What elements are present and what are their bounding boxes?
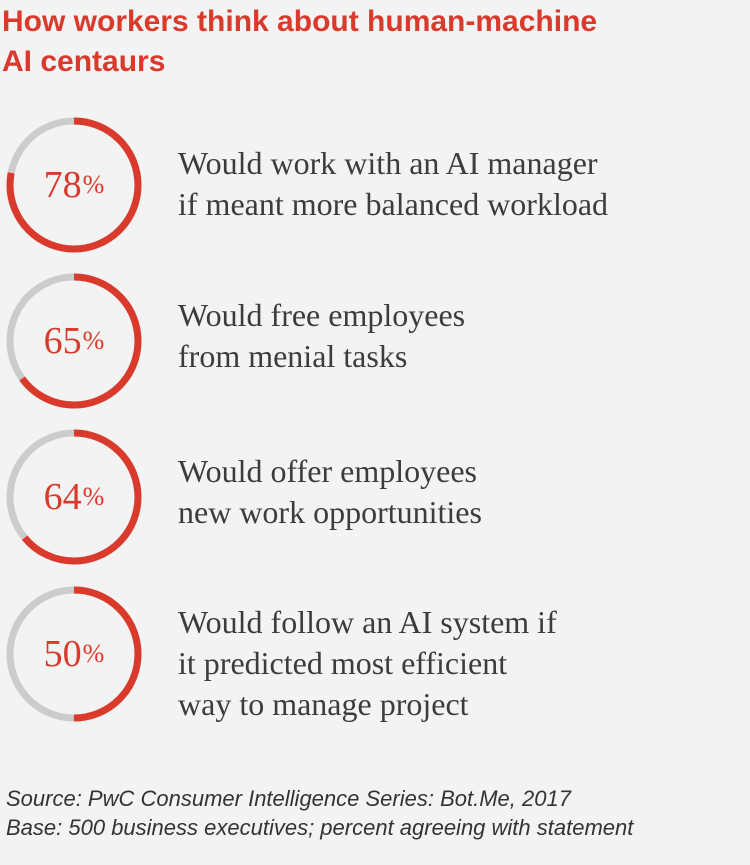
statement-line: from menial tasks [178, 338, 408, 374]
stat-item: 64% Would offer employees new work opportu… [0, 427, 750, 577]
statement-text: Would free employees from menial tasks [178, 295, 738, 377]
statement-line: it predicted most efficient [178, 645, 508, 681]
donut-svg [6, 117, 142, 253]
statement-line: if meant more balanced workload [178, 186, 609, 222]
stat-item: 50% Would follow an AI system if it predic… [0, 584, 750, 734]
donut-ring [4, 271, 144, 411]
statement-line: Would offer employees [178, 453, 477, 489]
stat-item: 78% Would work with an AI manager if meant… [0, 115, 750, 265]
statement-text: Would work with an AI manager if meant mo… [178, 143, 738, 225]
donut-ring [4, 584, 144, 724]
donut-value-arc [6, 117, 142, 253]
chart-title: How workers think about human-machine AI… [2, 2, 742, 82]
percent-label: 64% [4, 427, 144, 567]
percent-value: 65 [43, 320, 82, 362]
percent-unit: % [82, 170, 105, 199]
donut-svg [6, 586, 142, 722]
source-note: Source: PwC Consumer Intelligence Series… [6, 784, 746, 842]
percent-label: 50% [4, 584, 144, 724]
statement-text: Would follow an AI system if it predicted… [178, 602, 738, 725]
base-line: Base: 500 business executives; percent a… [6, 815, 634, 840]
percent-value: 50 [43, 633, 82, 675]
statement-line: Would work with an AI manager [178, 145, 598, 181]
statement-line: Would follow an AI system if [178, 604, 557, 640]
statement-line: new work opportunities [178, 494, 482, 530]
statement-line: Would free employees [178, 297, 466, 333]
donut-value-arc [6, 273, 142, 409]
donut-ring [4, 115, 144, 255]
donut-value-arc [6, 429, 142, 565]
donut-ring [4, 427, 144, 567]
donut-svg [6, 429, 142, 565]
chart-title-line-1: How workers think about human-machine [2, 5, 598, 38]
donut-svg [6, 273, 142, 409]
percent-unit: % [82, 639, 105, 668]
statement-text: Would offer employees new work opportunit… [178, 451, 738, 533]
percent-label: 78% [4, 115, 144, 255]
donut-value-arc [6, 586, 142, 722]
percent-unit: % [82, 326, 105, 355]
percent-unit: % [82, 482, 105, 511]
source-line: Source: PwC Consumer Intelligence Series… [6, 786, 571, 811]
chart-title-line-2: AI centaurs [2, 45, 166, 78]
statement-line: way to manage project [178, 686, 469, 722]
stat-item: 65% Would free employees from menial tasks [0, 271, 750, 421]
percent-label: 65% [4, 271, 144, 411]
percent-value: 78 [43, 164, 82, 206]
percent-value: 64 [43, 476, 82, 518]
